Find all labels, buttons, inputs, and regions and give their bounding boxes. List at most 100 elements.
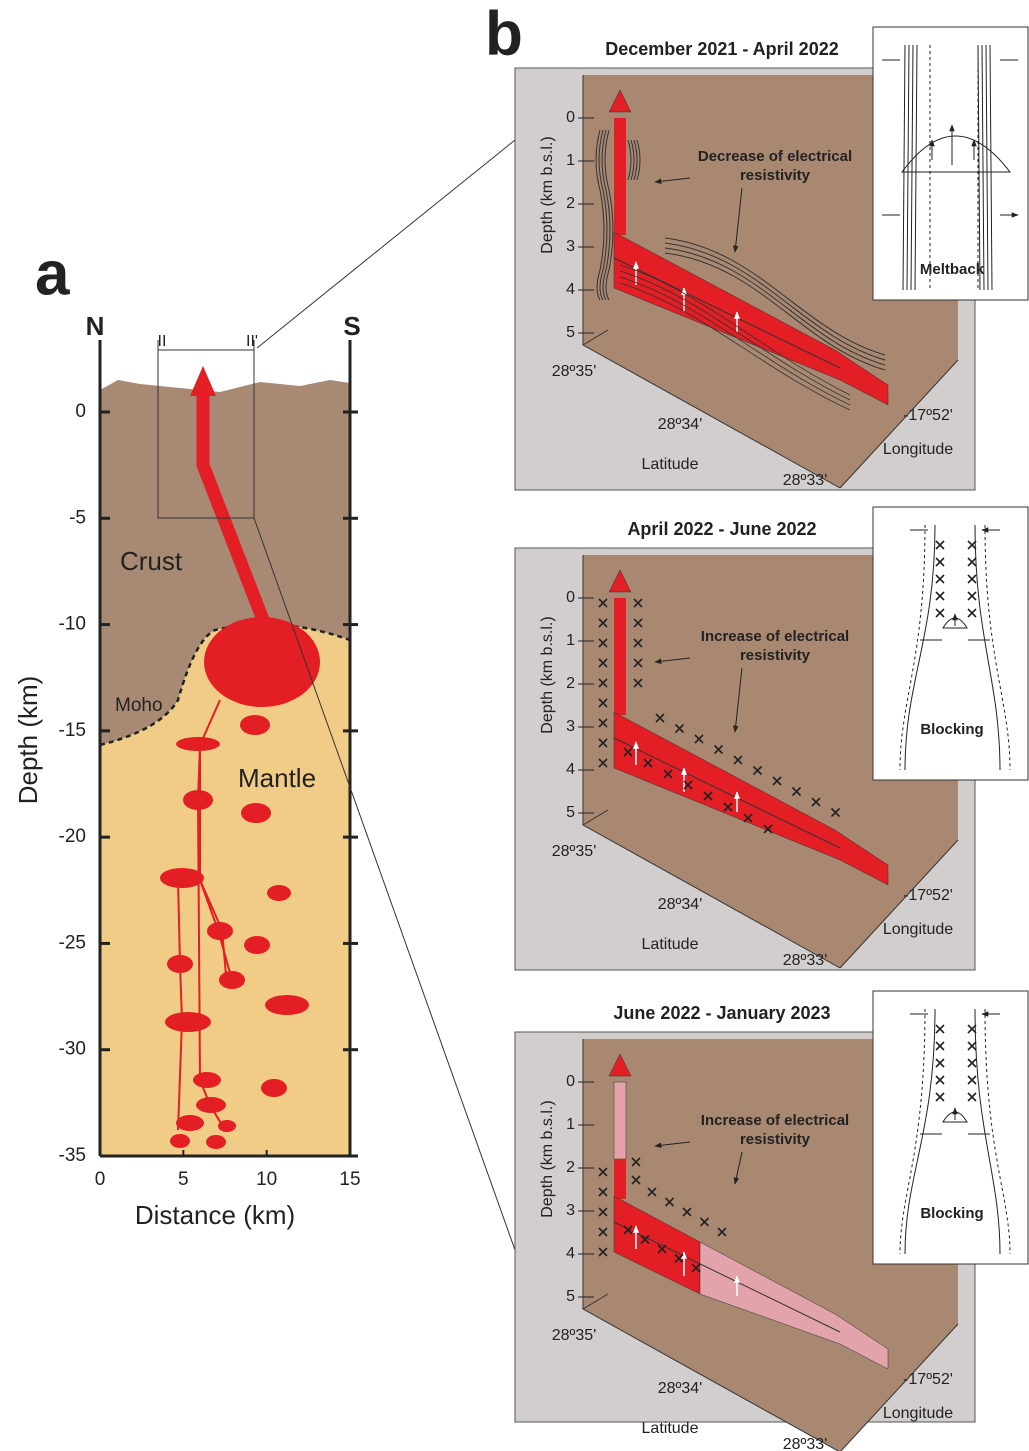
lon-label: Longitude xyxy=(883,1405,953,1422)
cross-mark xyxy=(967,1058,977,1068)
cross-mark xyxy=(631,1175,641,1185)
cross-mark xyxy=(643,758,653,768)
inset-line xyxy=(985,44,989,291)
inset-line xyxy=(977,44,981,291)
cross-mark xyxy=(598,678,608,688)
inset-label: Blocking xyxy=(920,1205,983,1222)
inset-line xyxy=(929,45,979,290)
depth-tick-label: 3 xyxy=(566,1202,575,1219)
cross-mark xyxy=(830,807,841,818)
y-tick-label: -10 xyxy=(59,614,86,635)
inset-line xyxy=(904,1008,1001,1255)
y-tick-label: 0 xyxy=(75,401,86,422)
inset-label: Blocking xyxy=(920,721,983,738)
cross-mark xyxy=(647,1187,657,1197)
cross-mark xyxy=(935,574,945,584)
cross-mark xyxy=(967,1041,977,1051)
annotation: resistivity xyxy=(740,167,811,184)
depth-tick-label: 4 xyxy=(566,281,575,298)
cross-mark xyxy=(717,1227,727,1237)
cross-mark xyxy=(598,1247,608,1257)
cross-mark xyxy=(935,540,945,550)
lon-label: Longitude xyxy=(883,441,953,458)
y-tick-label: -35 xyxy=(59,1145,86,1166)
cross-mark xyxy=(967,574,977,584)
cross-mark xyxy=(967,1024,977,1034)
contour xyxy=(633,139,638,181)
south-label: S xyxy=(343,311,360,341)
cross-mark xyxy=(633,618,643,628)
cross-mark xyxy=(674,723,685,734)
dike xyxy=(613,1081,627,1160)
x-axis-label: Distance (km) xyxy=(135,1200,295,1230)
cross-mark xyxy=(694,734,704,744)
conduit xyxy=(196,395,272,628)
lat-label: Latitude xyxy=(642,936,699,953)
inset-drawing xyxy=(899,1008,1011,1255)
cross-mark xyxy=(663,769,673,779)
inset-label: Meltback xyxy=(920,261,985,278)
y-tick-label: -5 xyxy=(69,507,86,528)
inset-line xyxy=(899,1008,1011,1255)
sill xyxy=(613,711,889,886)
cross-mark xyxy=(713,744,724,755)
cross-mark xyxy=(811,797,821,807)
depth-tick-label: 2 xyxy=(566,675,575,692)
cross-mark xyxy=(772,776,782,786)
annotation-arrow xyxy=(732,667,743,733)
depth-tick-label: 1 xyxy=(566,632,575,649)
depth-tick-label: 2 xyxy=(566,1159,575,1176)
cross-mark xyxy=(935,557,945,567)
cross-mark xyxy=(682,1207,692,1217)
cross-mark xyxy=(935,1075,945,1085)
depth-axis-label: Depth (km b.s.l.) xyxy=(539,136,556,253)
cross-mark xyxy=(623,1225,633,1235)
inset-line xyxy=(901,135,1012,173)
cross-mark xyxy=(631,1157,641,1167)
contour xyxy=(636,139,641,181)
cross-mark xyxy=(598,598,608,608)
depth-tick-label: 3 xyxy=(566,718,575,735)
depth-tick-label: 1 xyxy=(566,152,575,169)
contour xyxy=(601,129,611,301)
panel-label: b xyxy=(485,0,523,68)
depth-tick-label: 0 xyxy=(566,589,575,606)
cross-mark xyxy=(683,780,693,790)
depth-tick-label: 0 xyxy=(566,109,575,126)
lon-tick: -17º52' xyxy=(903,1371,953,1388)
depth-tick-label: 5 xyxy=(566,1288,575,1305)
lat-label: Latitude xyxy=(642,456,699,473)
zoom-box xyxy=(157,349,255,519)
dike xyxy=(614,1159,626,1199)
cross-mark xyxy=(598,618,608,628)
contour xyxy=(664,242,886,361)
lat-label: Latitude xyxy=(642,1420,699,1437)
inset-line xyxy=(906,44,910,291)
cross-mark xyxy=(598,1187,608,1197)
reservoir xyxy=(204,617,320,707)
cross-mark xyxy=(633,598,643,608)
dike xyxy=(614,118,626,235)
cross-mark xyxy=(598,1207,608,1217)
inset-frame xyxy=(872,990,1029,1265)
y-tick-label: -20 xyxy=(59,826,86,847)
inset-drawing xyxy=(899,525,1011,771)
cross-mark xyxy=(623,747,633,757)
cross-mark xyxy=(699,1217,710,1227)
x-tick-label: 0 xyxy=(95,1169,106,1190)
lon-tick: -17º52' xyxy=(903,407,953,424)
contour xyxy=(619,282,851,411)
y-tick-label: -30 xyxy=(59,1039,86,1060)
cross-mark xyxy=(598,1167,608,1177)
cross-mark xyxy=(967,1075,977,1085)
block-edges xyxy=(582,75,959,489)
y-axis-label: Depth (km) xyxy=(13,676,43,805)
depth-tick-label: 4 xyxy=(566,761,575,778)
stage-title: April 2022 - June 2022 xyxy=(627,519,816,539)
crust xyxy=(100,380,350,745)
x-tick-label: 15 xyxy=(339,1169,360,1190)
cross-mark xyxy=(967,1092,977,1102)
y-tick-label: -25 xyxy=(59,932,86,953)
cross-mark xyxy=(723,802,733,812)
